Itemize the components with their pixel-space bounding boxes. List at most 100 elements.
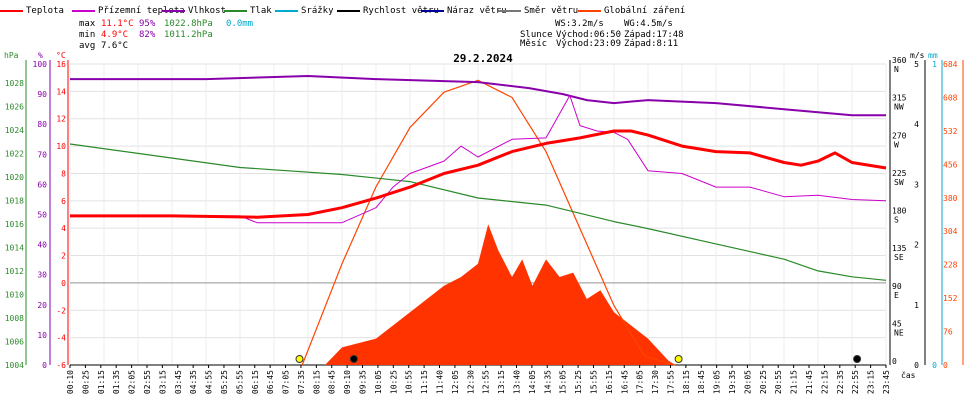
x-tick-label: 03:45	[174, 370, 183, 394]
wind-gust-info: WG:4.5m/s	[624, 19, 673, 29]
hum-tick-label: 90	[37, 90, 47, 99]
x-tick-label: 23:45	[882, 370, 891, 394]
dir-compass-label: NE	[894, 328, 904, 337]
rad-tick-label: 0	[943, 361, 948, 370]
press-tick-label: 1026	[5, 102, 24, 111]
rad-tick-label: 684	[943, 60, 958, 69]
dir-tick-label: 270	[892, 131, 907, 140]
legend-swatch-globalni-zareni	[578, 10, 601, 12]
legend-label-rychlost-vetru: Rychlost větru	[363, 6, 439, 16]
temp-tick-label: 0	[61, 279, 66, 288]
legend-label-vlhkost: Vlhkost	[188, 6, 226, 16]
speed-tick-label: 4	[914, 120, 919, 129]
x-tick-label: 12:30	[466, 370, 475, 394]
temperature-line	[70, 129, 887, 219]
temp-tick-label: -6	[56, 361, 66, 370]
dir-compass-label: SE	[894, 253, 904, 262]
legend-label-teplota: Teplota	[26, 6, 64, 16]
x-tick-label: 05:55	[235, 370, 244, 394]
hum-tick-label: 70	[37, 150, 47, 159]
press-tick-label: 1010	[5, 290, 24, 299]
dir-compass-label: NW	[894, 103, 904, 112]
x-tick-label: 21:15	[790, 370, 799, 394]
x-tick-label: 12:55	[482, 370, 491, 394]
stats-min-label: min	[79, 30, 95, 40]
x-tick-label: 13:15	[497, 370, 506, 394]
press-tick-label: 1020	[5, 173, 24, 182]
moonset-time: Západ:8:11	[624, 39, 678, 49]
stats-max-temp: 11.1°C	[101, 19, 134, 29]
x-tick-label: 20:55	[774, 370, 783, 394]
humidity-line	[70, 75, 886, 117]
stats-min-temp: 4.9°C	[101, 30, 128, 40]
x-tick-label: 12:05	[451, 370, 460, 394]
ground-temperature-line	[70, 95, 887, 224]
rad-tick-label: 532	[943, 127, 958, 136]
sunset-time: Západ:17:48	[624, 30, 684, 40]
x-tick-label: 01:35	[112, 370, 121, 394]
sun-label: Slunce	[520, 30, 553, 40]
sun-rise-marker	[295, 355, 304, 363]
hum-tick-label: 40	[37, 241, 47, 250]
legend-label-smer-vetru: Směr větru	[524, 6, 578, 16]
rain-tick-label: 1	[932, 60, 937, 69]
dir-compass-label: W	[894, 140, 899, 149]
legend-label-globalni-zareni: Globální záření	[604, 6, 685, 16]
legend-swatch-prizemni-teplota	[72, 10, 95, 12]
x-tick-label: 10:25	[389, 370, 398, 394]
rad-tick-label: 76	[943, 328, 953, 337]
rain-tick-label: 0	[932, 361, 937, 370]
rad-tick-label: 608	[943, 93, 958, 102]
x-tick-label: 08:15	[312, 370, 321, 394]
rad-tick-label: 456	[943, 160, 958, 169]
rad-tick-label: 304	[943, 227, 958, 236]
x-tick-label: 20:05	[743, 370, 752, 394]
temp-unit: °C	[56, 51, 66, 60]
legend-swatch-srazky	[275, 10, 298, 12]
rad-tick-label: 228	[943, 261, 958, 270]
speed-tick-label: 5	[914, 60, 919, 69]
dir-tick-label: 135	[892, 244, 907, 253]
speed-unit: m/s	[910, 51, 925, 60]
press-tick-label: 1024	[5, 126, 24, 135]
x-tick-label: 22:35	[836, 370, 845, 394]
x-tick-label: 15:55	[589, 370, 598, 394]
temp-tick-label: 2	[61, 252, 66, 261]
stats-avg-temp: 7.6°C	[101, 41, 128, 51]
speed-tick-label: 2	[914, 241, 919, 250]
rad-tick-label: 152	[943, 294, 958, 303]
x-tick-label: 04:35	[189, 370, 198, 394]
x-tick-label: 18:45	[697, 370, 706, 394]
dir-compass-label: SW	[894, 178, 904, 187]
x-tick-label: 15:25	[574, 370, 583, 394]
x-tick-label: 19:05	[713, 370, 722, 394]
x-tick-label: 15:05	[559, 370, 568, 394]
axis-ticks: 1028102610241022102010181016101410121010…	[5, 56, 958, 370]
stats-max-rain: 0.0mm	[226, 19, 253, 29]
temp-tick-label: 10	[56, 142, 66, 151]
x-axis-label: čas	[901, 370, 916, 380]
series-layer	[69, 75, 887, 366]
rain-unit: mm	[928, 51, 938, 60]
legend-swatch-tlak	[224, 10, 247, 12]
moon-rise-marker	[853, 355, 862, 363]
legend-label-srazky: Srážky	[301, 6, 334, 16]
dir-compass-label: E	[894, 291, 899, 300]
stats-max-press: 1022.8hPa	[164, 19, 213, 29]
legend-swatch-smer-vetru	[498, 10, 521, 12]
x-tick-label: 02:05	[128, 370, 137, 394]
x-tick-label: 03:15	[158, 370, 167, 394]
x-tick-label: 20:25	[759, 370, 768, 394]
x-tick-label: 14:35	[543, 370, 552, 394]
hum-tick-label: 30	[37, 271, 47, 280]
press-unit: hPa	[4, 51, 19, 60]
temp-tick-label: 14	[56, 87, 66, 96]
dir-tick-label: 315	[892, 94, 907, 103]
speed-tick-label: 1	[914, 301, 919, 310]
legend-swatch-naraz-vetru	[421, 10, 444, 12]
x-tick-label: 09:35	[359, 370, 368, 394]
x-axis-ticks: 00:10 00:25 01:15 01:35 02:05 02:55 03:15 03:45…	[66, 365, 891, 394]
press-tick-label: 1028	[5, 79, 24, 88]
hum-tick-label: 80	[37, 120, 47, 129]
hum-tick-label: 0	[42, 361, 47, 370]
